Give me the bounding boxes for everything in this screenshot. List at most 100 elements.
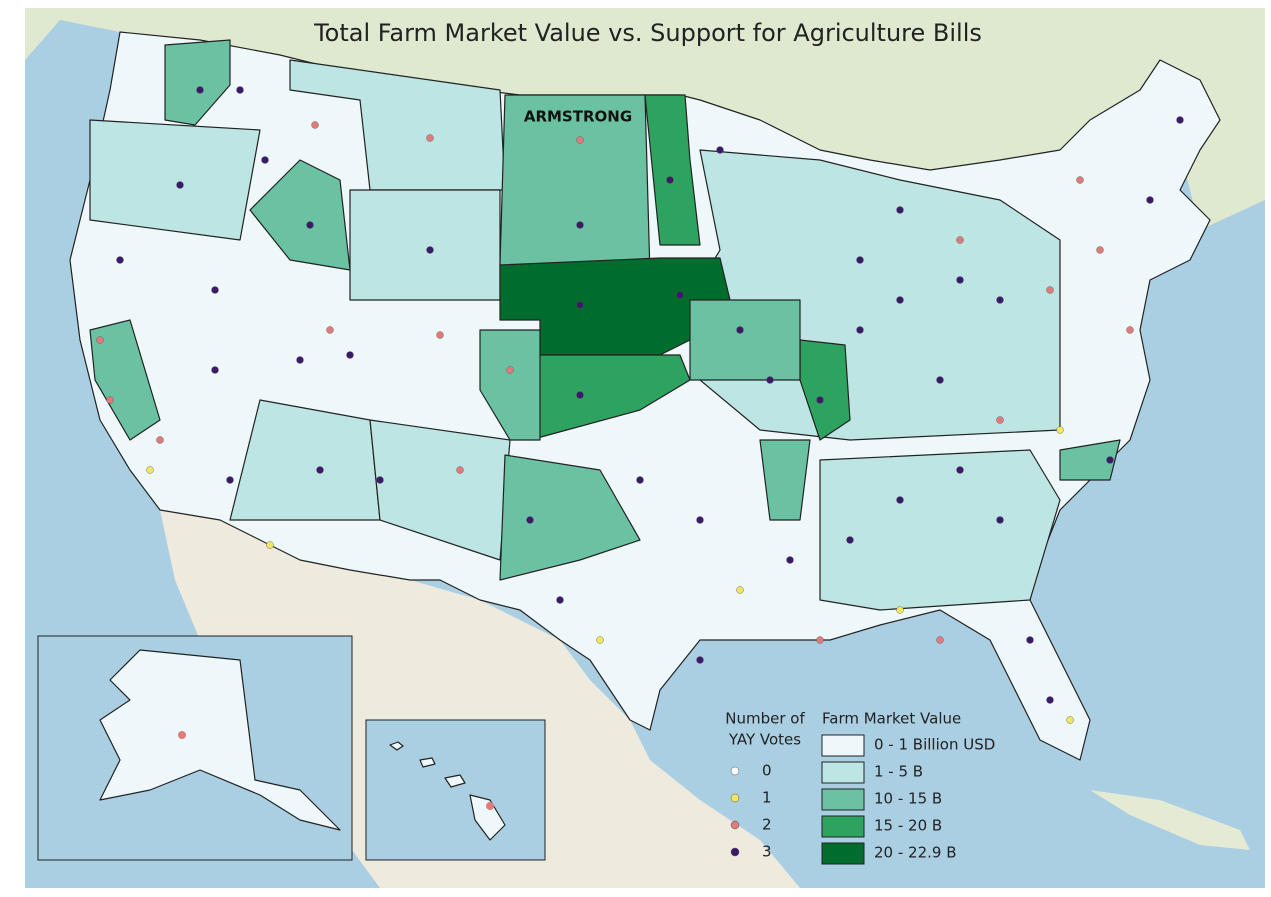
legend-label: 2	[762, 816, 772, 834]
district-region	[759, 439, 811, 521]
vote-dot	[676, 291, 684, 299]
vote-dot	[936, 376, 944, 384]
vote-dot	[296, 356, 304, 364]
district-region	[89, 319, 161, 441]
vote-dot	[896, 206, 904, 214]
district-region	[644, 94, 701, 246]
vote-dot	[1076, 176, 1084, 184]
vote-dot	[196, 86, 204, 94]
district-region	[249, 159, 351, 271]
vote-dot	[211, 366, 219, 374]
vote-dot	[506, 366, 514, 374]
legend-swatch	[821, 815, 865, 838]
vote-dot	[576, 301, 584, 309]
legend-dot	[730, 766, 740, 776]
vote-dot	[1176, 116, 1184, 124]
vote-dot	[116, 256, 124, 264]
vote-dot	[1066, 716, 1074, 724]
vote-dot	[816, 636, 824, 644]
vote-dot	[376, 476, 384, 484]
vote-dot	[556, 596, 564, 604]
legend-label: 1	[762, 789, 772, 807]
vote-dot	[96, 336, 104, 344]
legend-label: 0 - 1 Billion USD	[874, 736, 995, 754]
vote-dot	[816, 396, 824, 404]
vote-dot	[896, 606, 904, 614]
legend-swatch	[821, 842, 865, 865]
vote-dot	[456, 466, 464, 474]
vote-dot	[176, 181, 184, 189]
vote-dot	[1126, 326, 1134, 334]
vote-dot	[716, 146, 724, 154]
vote-dot	[311, 121, 319, 129]
vote-dot	[1056, 426, 1064, 434]
vote-dot	[1106, 456, 1114, 464]
vote-dot	[1026, 636, 1034, 644]
vote-dot	[736, 326, 744, 334]
district-region	[819, 449, 1061, 611]
vote-dot	[956, 466, 964, 474]
vote-dot	[956, 236, 964, 244]
vote-dot	[346, 351, 354, 359]
vote-dot	[736, 586, 744, 594]
vote-dot	[526, 516, 534, 524]
district-region	[349, 189, 501, 301]
vote-dot	[896, 296, 904, 304]
vote-dot	[596, 636, 604, 644]
vote-dot	[786, 556, 794, 564]
vote-dot	[306, 221, 314, 229]
vote-dot	[1146, 196, 1154, 204]
district-region	[369, 419, 511, 561]
vote-dot	[236, 86, 244, 94]
cuba	[1090, 790, 1250, 850]
vote-dots	[96, 86, 1184, 724]
district-region	[1059, 439, 1121, 481]
legend-label: 20 - 22.9 B	[874, 844, 957, 862]
vote-dot	[996, 516, 1004, 524]
vote-dot	[1046, 696, 1054, 704]
district-region	[499, 454, 641, 581]
vote-dot	[856, 326, 864, 334]
vote-dot	[956, 276, 964, 284]
vote-dot	[326, 326, 334, 334]
vote-dot	[316, 466, 324, 474]
vote-dot	[696, 656, 704, 664]
regions	[89, 39, 1121, 611]
vote-dot	[426, 246, 434, 254]
legend-swatch	[821, 734, 865, 757]
vote-dot	[426, 134, 434, 142]
vote-dot	[261, 156, 269, 164]
hawaii	[389, 741, 506, 841]
vote-dot	[936, 636, 944, 644]
legend: Number of YAY Votes 0 1 2 3 Farm Market Value 0…	[725, 710, 995, 865]
vote-dot	[486, 802, 494, 810]
map-title: Total Farm Market Value vs. Support for …	[313, 19, 982, 47]
vote-dot	[576, 391, 584, 399]
vote-dot	[178, 731, 186, 739]
vote-dot	[1096, 246, 1104, 254]
hawaii-inset	[365, 719, 546, 861]
vote-dot	[436, 331, 444, 339]
vote-dot	[666, 176, 674, 184]
legend-title: YAY Votes	[728, 731, 801, 749]
legend-label: 15 - 20 B	[874, 817, 942, 835]
vote-dot	[576, 136, 584, 144]
vote-dot	[106, 396, 114, 404]
legend-dot	[730, 820, 740, 830]
vote-dot	[996, 416, 1004, 424]
vote-dot	[156, 436, 164, 444]
vote-dot	[996, 296, 1004, 304]
district-label: ARMSTRONG	[524, 108, 632, 126]
legend-label: 3	[762, 843, 772, 861]
legend-swatch	[821, 788, 865, 811]
legend-label: 0	[762, 762, 772, 780]
legend-dot	[730, 847, 740, 857]
vote-dot	[211, 286, 219, 294]
vote-dot	[766, 376, 774, 384]
district-region	[89, 119, 261, 241]
vote-dot	[696, 516, 704, 524]
vote-dot	[636, 476, 644, 484]
legend-title: Farm Market Value	[822, 710, 961, 728]
legend-label: 1 - 5 B	[874, 763, 923, 781]
vote-dot	[846, 536, 854, 544]
